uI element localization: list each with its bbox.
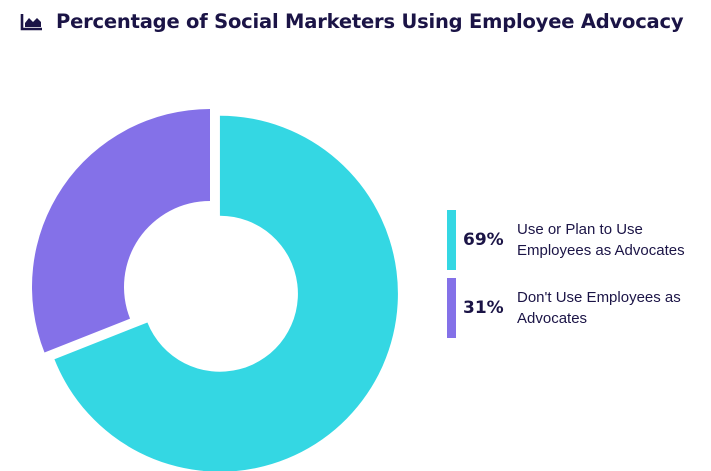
legend-percent-use: 69% (463, 230, 504, 250)
legend-label-use: Use or Plan to Use Employees as Advocate… (517, 221, 685, 259)
legend-label-dont-use: Don't Use Employees as Advocates (517, 289, 681, 327)
chart-header: Percentage of Social Marketers Using Emp… (20, 10, 684, 33)
area-chart-icon (20, 13, 42, 30)
legend-percent-dont-use: 31% (463, 298, 504, 318)
donut-slice-dont-use (31, 109, 211, 353)
donut-slice-use (54, 115, 398, 471)
chart-title: Percentage of Social Marketers Using Emp… (56, 10, 684, 33)
legend-swatch-dont-use (447, 278, 456, 338)
legend-swatch-use (447, 210, 456, 270)
